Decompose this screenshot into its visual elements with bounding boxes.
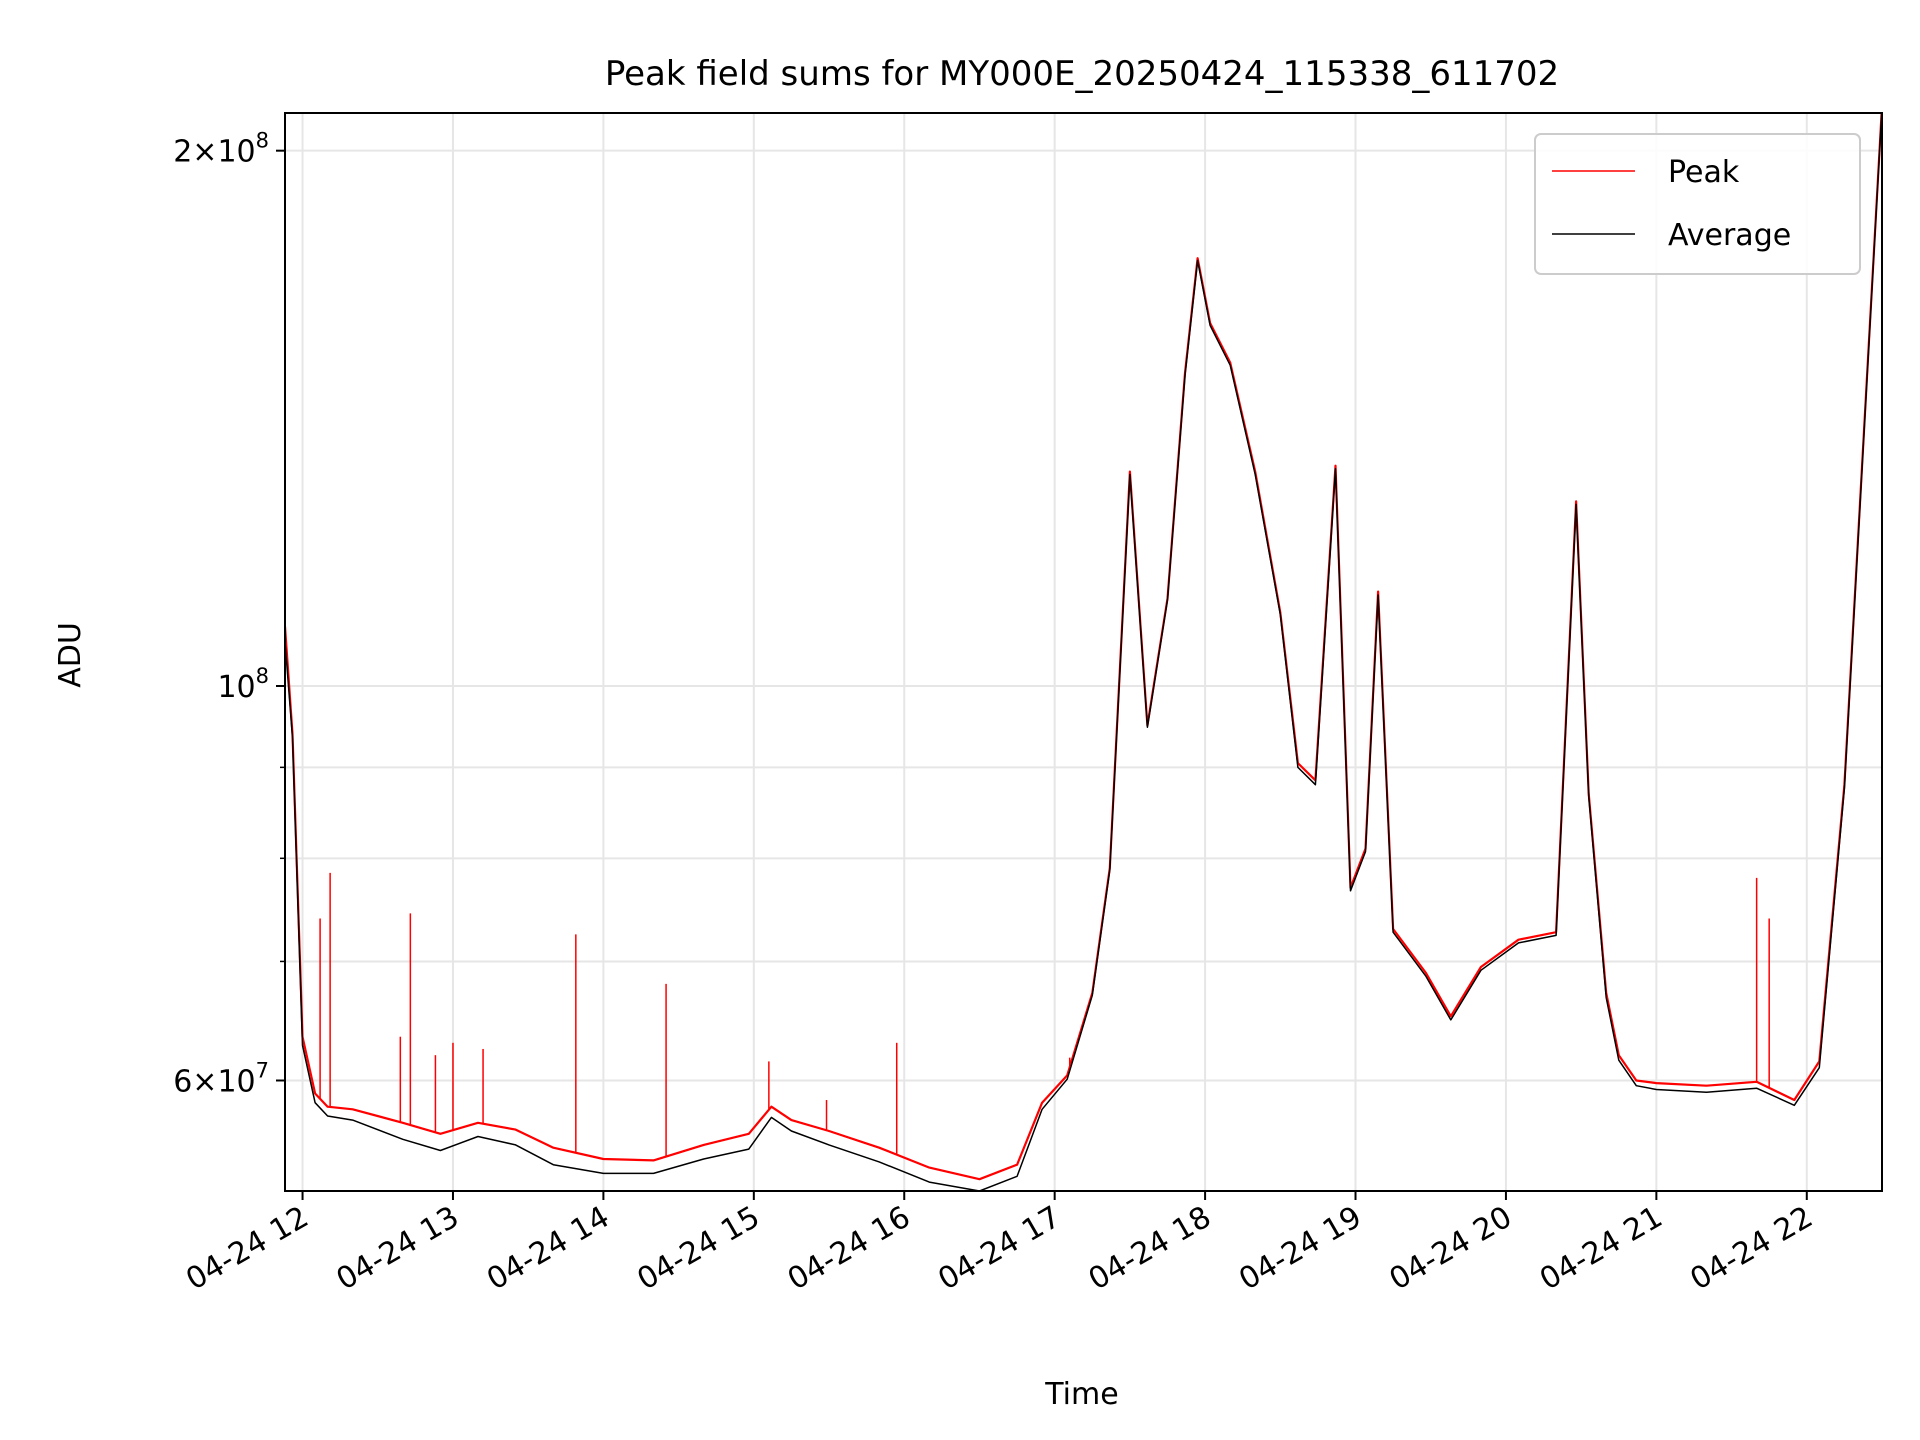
series-layer [285,113,1882,1191]
legend-label-average: Average [1668,218,1791,253]
y-tick-label: 108 [217,664,269,705]
legend-box [1534,133,1861,275]
series-line-average [285,113,1882,1191]
y-tick-label: 6×107 [173,1058,269,1099]
chart-title: Peak field sums for MY000E_20250424_1153… [605,54,1559,94]
y-tick-label: 2×108 [173,129,269,170]
plot-frame [284,112,1883,1192]
x-axis-label: Time [1044,1377,1118,1412]
legend: Peak Average [1534,133,1861,275]
legend-label-peak: Peak [1668,155,1740,190]
y-axis: 6×107 108 2×108 [173,129,285,1099]
grid-lines [285,113,1882,1191]
y-axis-label: ADU [53,622,88,688]
